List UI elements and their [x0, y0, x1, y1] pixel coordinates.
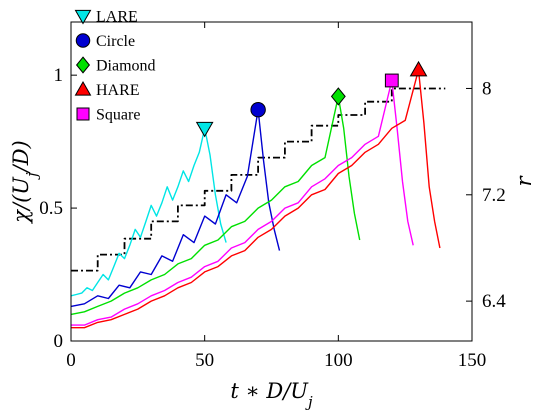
tick-layer: 0 50 100 150 0 0.5 1 6.4 7.2 8 [39, 22, 506, 371]
legend-marker-diamond [75, 56, 91, 74]
marker-hare [409, 60, 428, 77]
legend-marker-hare [74, 80, 92, 96]
y2-axis-title: r [512, 175, 536, 187]
legend-marker-lare [74, 9, 92, 25]
marker-lare [195, 121, 214, 138]
marker-square [384, 73, 399, 88]
plot-frame [70, 21, 473, 342]
series-line-diamond [70, 95, 361, 316]
y-tick-label: 1 [54, 65, 64, 86]
y-tick-label: 0.5 [39, 198, 63, 219]
y2-tick-label: 6.4 [482, 291, 506, 312]
legend: LARE Circle Diamond HARE Square [74, 9, 156, 124]
y-tick-label: 0 [54, 331, 64, 352]
series-line-hare [71, 69, 441, 329]
marker-layer [195, 60, 428, 138]
legend-label-square: Square [96, 107, 140, 124]
series-line-circle [70, 109, 281, 308]
x-axis-title: t ∗ D/Uj [230, 379, 313, 411]
y2-tick-label: 8 [482, 78, 492, 99]
legend-label-diamond: Diamond [96, 58, 156, 75]
x-tick-label: 0 [66, 350, 76, 371]
marker-circle [250, 102, 266, 118]
marker-diamond [330, 87, 346, 106]
series-line-lare [70, 127, 227, 297]
legend-label-hare: HARE [96, 82, 140, 99]
series-line-r [71, 87, 446, 272]
y2-tick-label: 7.2 [482, 185, 506, 206]
legend-label-circle: Circle [96, 33, 135, 50]
x-tick-label: 50 [195, 350, 214, 371]
x-tick-label: 100 [324, 350, 353, 371]
y-axis-title: χ/(Uj/D) [9, 140, 41, 224]
x-tick-label: 150 [458, 350, 487, 371]
legend-marker-circle [75, 33, 91, 48]
series-line-square [71, 79, 414, 326]
legend-label-lare: LARE [96, 9, 138, 26]
legend-marker-square [76, 107, 90, 121]
